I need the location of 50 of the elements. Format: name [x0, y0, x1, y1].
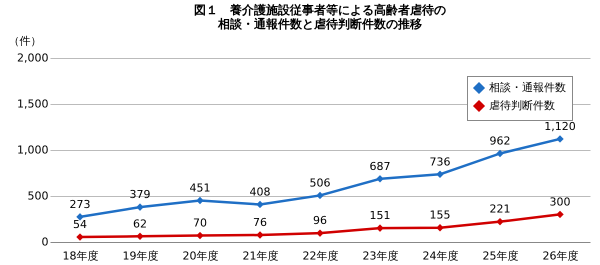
data-label: 1,120	[544, 120, 576, 133]
text: 相談・通報件数と虐待判断件数の推移	[218, 17, 422, 31]
data-label: 300	[550, 195, 570, 208]
point	[316, 192, 324, 200]
data-label: 273	[70, 198, 90, 211]
y-tick-label: 1,000	[17, 144, 48, 156]
point	[376, 175, 384, 183]
point	[256, 200, 264, 208]
data-label: 62	[133, 217, 147, 230]
data-label: 506	[310, 176, 330, 190]
point	[556, 135, 564, 143]
x-tick-label: 24年度	[422, 250, 458, 262]
point	[376, 224, 384, 232]
y-tick-label: 2,000	[17, 52, 48, 64]
legend-label: 相談・通報件数	[489, 81, 566, 94]
data-label: 408	[250, 185, 270, 198]
x-tick-label: 21年度	[242, 250, 278, 262]
data-label: 151	[370, 209, 390, 222]
y-tick-label: 500	[28, 190, 48, 202]
point	[196, 196, 204, 204]
data-label: 155	[430, 208, 450, 222]
data-label: 54	[73, 218, 87, 232]
x-tick-label: 25年度	[482, 250, 518, 262]
text: 図１ 養介護施設従事者等による高齢者虐待の	[194, 3, 446, 17]
data-label: 736	[430, 155, 450, 168]
x-tick-label: 20年度	[182, 250, 218, 262]
data-label: 687	[370, 160, 390, 173]
point	[136, 203, 144, 211]
y-tick-label: 0	[42, 236, 48, 248]
x-tick-label: 18年度	[62, 250, 98, 262]
y-tick-label: 1,500	[17, 98, 48, 110]
point	[256, 231, 264, 239]
y-axis-title: （件）	[8, 34, 42, 48]
x-tick-label: 23年度	[362, 250, 398, 262]
data-label: 962	[490, 134, 510, 148]
data-label: 70	[193, 216, 207, 230]
point	[496, 218, 504, 226]
legend-label: 虐待判断件数	[489, 99, 555, 112]
x-tick-label: 19年度	[122, 250, 158, 262]
data-label: 221	[490, 202, 510, 216]
data-label: 379	[130, 188, 150, 202]
data-label: 96	[313, 214, 327, 228]
point	[76, 233, 84, 241]
point	[556, 210, 564, 218]
x-tick-label: 22年度	[302, 250, 338, 262]
point	[496, 150, 504, 158]
point	[196, 232, 204, 240]
x-tick-label: 26年度	[542, 250, 578, 262]
data-label: 451	[190, 182, 210, 195]
data-label: 76	[253, 216, 267, 230]
